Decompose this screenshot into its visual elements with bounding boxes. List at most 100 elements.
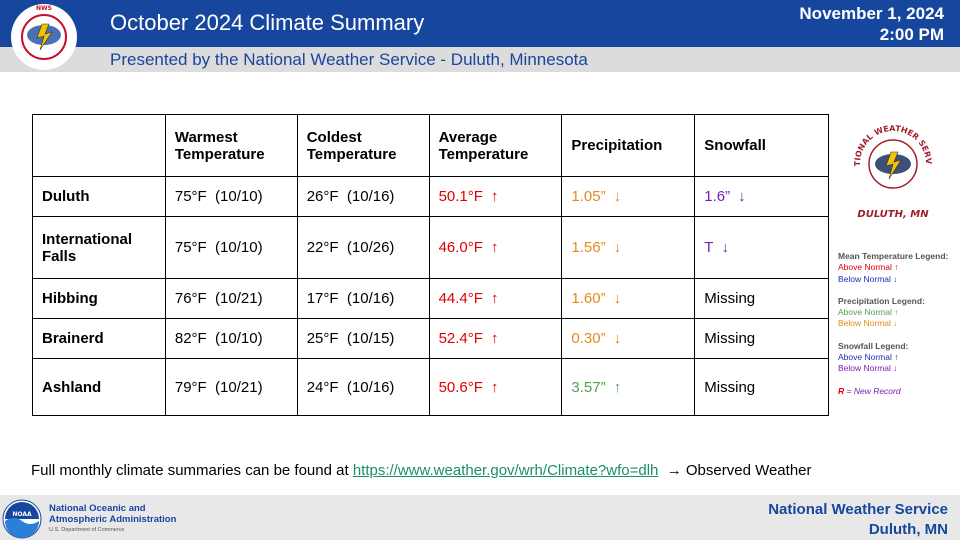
precip-cell: 1.60” ↓ [561, 278, 696, 319]
header-cell-average: Average Temperature [428, 114, 563, 177]
warmest-cell: 82°F (10/10) [164, 318, 298, 359]
snow-cell: 1.6” ↓ [694, 176, 829, 217]
average-value: 50.1°F [438, 188, 483, 205]
legend: Mean Temperature Legend: Above Normal ↑ … [838, 251, 956, 397]
coldest-cell: 24°F (10/16) [296, 358, 430, 416]
noaa-logo-lettering: NOAA [12, 511, 32, 518]
precip-cell: 3.57” ↑ [561, 358, 696, 416]
footer-office-line1: National Weather Service [768, 501, 948, 518]
precip-value: 1.60” [571, 290, 606, 307]
arrow-up-icon: ↑ [490, 378, 499, 396]
climate-link[interactable]: https://www.weather.gov/wrh/Climate?wfo=… [352, 462, 659, 479]
warmest-cell: 79°F (10/21) [164, 358, 298, 416]
footnote: Full monthly climate summaries can be fo… [31, 462, 812, 479]
noaa-line1: National Oceanic and [49, 503, 146, 514]
precip-value: 0.30” [571, 330, 606, 347]
table-header-row: Warmest Temperature Coldest Temperature … [32, 114, 829, 177]
arrow-down-icon: ↓ [613, 290, 622, 307]
table-row: Ashland 79°F (10/21) 24°F (10/16) 50.6°F… [32, 358, 829, 416]
page-subtitle: Presented by the National Weather Servic… [110, 50, 588, 69]
average-cell: 50.1°F ↑ [428, 176, 563, 217]
coldest-cell: 17°F (10/16) [296, 278, 430, 319]
climate-table: Warmest Temperature Coldest Temperature … [32, 114, 829, 416]
warmest-cell: 75°F (10/10) [164, 216, 298, 279]
noaa-name: National Oceanic and Atmospheric Adminis… [49, 503, 176, 525]
precip-cell: 1.56” ↓ [561, 216, 696, 279]
arrow-up-icon: ↑ [490, 188, 499, 205]
legend-precip-above: Above Normal ↑ [838, 307, 899, 318]
legend-mean-title: Mean Temperature Legend: [838, 251, 949, 261]
footer-office-line2: Duluth, MN [868, 521, 948, 538]
coldest-cell: 26°F (10/16) [296, 176, 430, 217]
precip-value: 1.05” [571, 188, 606, 205]
legend-mean-below: Below Normal ↓ [838, 273, 898, 284]
snow-cell: Missing [694, 278, 829, 319]
precip-value: 1.56” [571, 239, 606, 256]
footnote-prefix: Full monthly climate summaries can be fo… [31, 462, 353, 479]
footnote-suffix: → Observed Weather [658, 462, 812, 479]
average-cell: 44.4°F ↑ [428, 278, 563, 319]
average-cell: 50.6°F ↑ [428, 358, 563, 416]
header-cell-station [32, 114, 166, 177]
arrow-up-icon: ↑ [490, 290, 499, 307]
table-row: Brainerd 82°F (10/10) 25°F (10/15) 52.4°… [32, 318, 829, 359]
warmest-cell: 76°F (10/21) [164, 278, 298, 319]
arrow-up-icon: ↑ [490, 239, 499, 256]
average-cell: 52.4°F ↑ [428, 318, 563, 359]
legend-mean-above: Above Normal ↑ [838, 262, 899, 273]
station-name: Hibbing [32, 278, 166, 319]
table-row: International Falls 75°F (10/10) 22°F (1… [32, 216, 829, 279]
snow-cell: Missing [694, 358, 829, 416]
arrow-down-icon: ↓ [613, 239, 622, 256]
legend-snow-below: Below Normal ↓ [838, 363, 898, 374]
legend-precip-title: Precipitation Legend: [838, 295, 925, 306]
date-label: November 1, 2024 [799, 4, 944, 23]
noaa-logo: NOAA [2, 499, 42, 539]
arrow-down-icon: ↓ [721, 239, 729, 256]
snow-cell: T ↓ [694, 216, 829, 279]
datetime: November 1, 2024 2:00 PM [799, 3, 944, 45]
legend-record-text: = New Record [844, 385, 901, 396]
average-value: 46.0°F [438, 239, 483, 256]
footer-bar [0, 495, 960, 540]
precip-cell: 0.30” ↓ [561, 318, 696, 359]
arrow-down-icon: ↓ [613, 188, 622, 205]
arrow-down-icon: ↓ [738, 188, 746, 205]
average-value: 52.4°F [438, 330, 483, 347]
average-cell: 46.0°F ↑ [428, 216, 563, 279]
header: NWS October 2024 Climate Summary Present… [0, 0, 960, 72]
station-name: International Falls [32, 216, 166, 279]
snow-value: 1.6” [704, 188, 731, 205]
noaa-dept: U.S. Department of Commerce [49, 527, 125, 533]
snow-value: T [704, 239, 714, 256]
table-row: Hibbing 76°F (10/21) 17°F (10/16) 44.4°F… [32, 278, 829, 319]
legend-precip-below: Below Normal ↓ [838, 318, 898, 329]
header-bar [0, 0, 960, 47]
precip-cell: 1.05” ↓ [561, 176, 696, 217]
logo-location-text: DULUTH, MN [857, 209, 929, 220]
coldest-cell: 22°F (10/26) [296, 216, 430, 279]
nws-duluth-logo: NATIONAL WEATHER SERVICE DULUTH, MN [848, 122, 933, 220]
average-value: 44.4°F [438, 290, 483, 307]
nws-logo-lettering: NWS [36, 5, 52, 12]
header-cell-snowfall: Snowfall [694, 114, 829, 177]
legend-snow-title: Snowfall Legend: [838, 340, 909, 351]
footer-office: National Weather Service Duluth, MN [768, 500, 948, 540]
legend-snow-above: Above Normal ↑ [838, 352, 899, 363]
noaa-line2: Atmospheric Administration [49, 514, 177, 525]
snow-cell: Missing [694, 318, 829, 359]
time-label: 2:00 PM [879, 25, 944, 44]
station-name: Brainerd [32, 318, 166, 359]
precip-value: 3.57” [571, 378, 606, 396]
header-cell-coldest: Coldest Temperature [296, 114, 430, 177]
warmest-cell: 75°F (10/10) [164, 176, 298, 217]
arrow-up-icon: ↑ [613, 378, 622, 396]
header-cell-warmest: Warmest Temperature [164, 114, 298, 177]
header-subbar [0, 47, 960, 72]
header-cell-precipitation: Precipitation [561, 114, 696, 177]
arrow-down-icon: ↓ [613, 330, 622, 347]
station-name: Ashland [32, 358, 166, 416]
nws-logo: NWS [11, 4, 77, 70]
table-row: Duluth 75°F (10/10) 26°F (10/16) 50.1°F ↑… [32, 176, 829, 217]
coldest-cell: 25°F (10/15) [296, 318, 430, 359]
